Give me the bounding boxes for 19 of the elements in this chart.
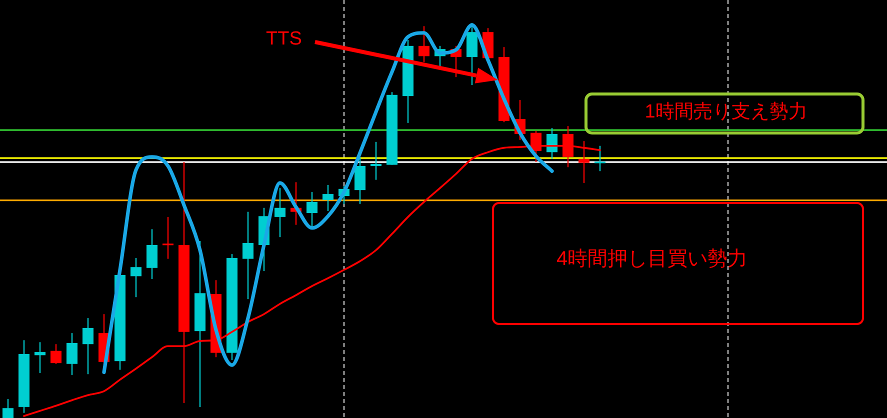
- annotation: 4時間押し目買い勢力: [556, 248, 748, 270]
- candlestick: [162, 216, 174, 260]
- candlestick: [370, 141, 382, 180]
- candlestick: [82, 317, 94, 375]
- candlestick: [274, 188, 286, 238]
- annotation: TTS: [266, 28, 302, 50]
- candlestick: [594, 145, 606, 172]
- candlestick: [34, 342, 46, 374]
- candlestick: [306, 191, 318, 228]
- candlestick: [546, 127, 558, 160]
- candlestick: [2, 398, 14, 418]
- text: 1時間売り支え勢力: [644, 102, 808, 122]
- candlestick: [130, 257, 142, 298]
- candlestick: [322, 184, 334, 212]
- candlestick: [418, 26, 430, 63]
- candlestick: [146, 228, 158, 280]
- candlestick: [242, 211, 254, 300]
- candlestick: [50, 344, 62, 364]
- candlestick: [66, 332, 78, 376]
